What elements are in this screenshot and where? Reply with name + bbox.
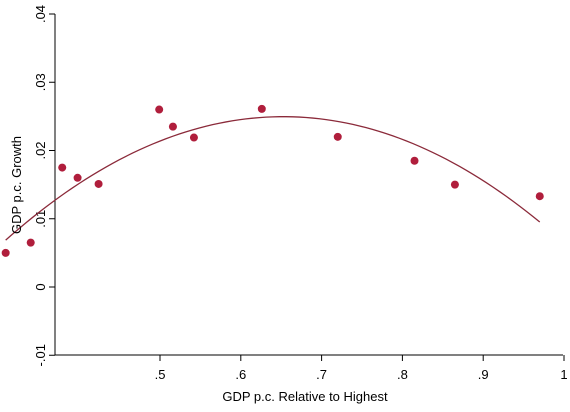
fit-line-group (5, 116, 541, 241)
y-ticks: -.01 0 .01 .02 .03 .04 (33, 5, 55, 366)
data-point (189, 133, 198, 142)
data-point (333, 132, 342, 141)
data-point (535, 192, 544, 201)
data-point (168, 122, 177, 131)
plot-area: -.01 0 .01 .02 .03 .04 .5 .6 .7 .8 .9 1 (1, 5, 568, 382)
x-tick-label: .5 (155, 367, 166, 382)
data-point (94, 179, 103, 188)
x-tick-label: .6 (235, 367, 246, 382)
data-point (155, 105, 164, 114)
y-tick-label: .02 (33, 141, 48, 159)
data-point (73, 173, 82, 182)
x-ticks: .5 .6 .7 .8 .9 1 (155, 355, 568, 382)
y-tick-label: -.01 (33, 344, 48, 366)
fit-line (5, 116, 541, 241)
x-tick-label: .9 (478, 367, 489, 382)
data-point (450, 180, 459, 189)
y-axis-title: GDP p.c. Growth (9, 136, 24, 234)
x-tick-label: 1 (560, 367, 567, 382)
x-tick-label: .7 (316, 367, 327, 382)
x-tick-label: .8 (397, 367, 408, 382)
y-tick-label: .01 (33, 210, 48, 228)
y-tick-label: .03 (33, 73, 48, 91)
data-point (58, 163, 67, 172)
y-tick-label: 0 (33, 283, 48, 290)
data-point (1, 248, 10, 257)
points-group (1, 104, 544, 257)
data-point (410, 156, 419, 165)
y-tick-label: .04 (33, 5, 48, 23)
data-point (26, 238, 35, 247)
data-point (257, 104, 266, 113)
x-axis-title: GDP p.c. Relative to Highest (222, 389, 388, 404)
